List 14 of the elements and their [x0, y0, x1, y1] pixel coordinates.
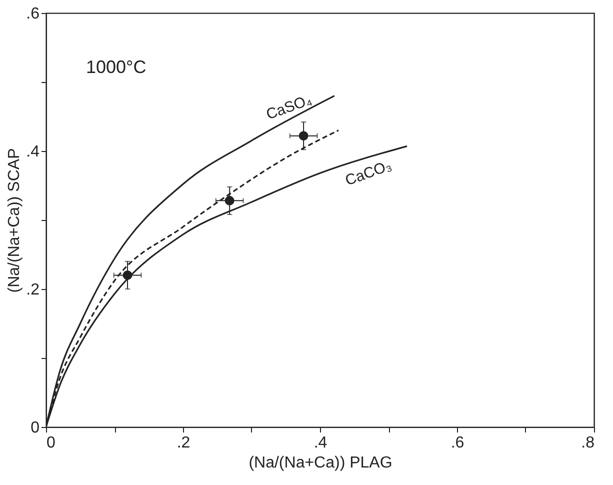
x-tick-label: .4	[314, 434, 328, 452]
text: CaCO₃	[343, 157, 394, 190]
y-tick-label: 0	[30, 420, 40, 436]
x-tick-label: 0	[46, 434, 56, 452]
x-axis-title: (Na/(Na+Ca)) PLAG	[248, 454, 392, 472]
annotation: 1000°C	[86, 57, 146, 77]
x-tick-label: .2	[176, 434, 190, 452]
x-tick-label: .8	[581, 434, 595, 452]
y-tick-label: .6	[26, 6, 40, 22]
x-tick-label: .6	[450, 434, 464, 452]
y-axis-title: (Na/(Na+Ca)) SCAP	[6, 148, 24, 293]
text: CaSO₄	[264, 91, 314, 124]
y-tick-label: .2	[26, 282, 40, 298]
y-tick-label: .4	[26, 144, 40, 160]
